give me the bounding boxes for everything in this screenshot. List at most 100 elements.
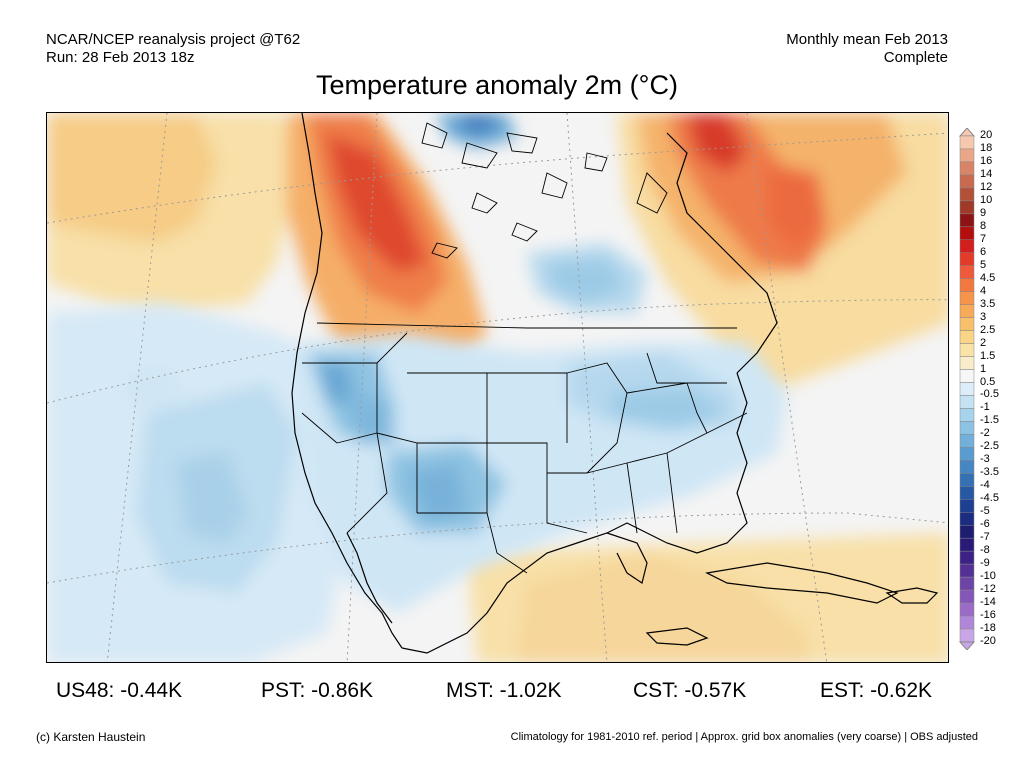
colorbar-swatch — [959, 512, 975, 526]
graticule — [47, 113, 948, 662]
colorbar-label: -3.5 — [980, 466, 999, 479]
stat-est: EST: -0.62K — [820, 679, 933, 702]
run-label: Run: 28 Feb 2013 18z — [46, 49, 195, 66]
region-stats: US48: -0.44K PST: -0.86K MST: -1.02K CST… — [0, 679, 1024, 707]
colorbar-swatch — [959, 589, 975, 604]
colorbar-swatch — [959, 615, 975, 630]
colorbar-label: -3 — [980, 453, 990, 466]
arctic-islands — [421, 122, 668, 259]
state-borders — [301, 322, 748, 574]
colorbar-label: 8 — [980, 219, 987, 232]
colorbar-label: -1 — [980, 401, 990, 414]
colorbar-max-arrow — [958, 128, 976, 137]
colorbar-swatch — [959, 317, 975, 331]
colorbar-label: 18 — [980, 141, 993, 154]
colorbar-swatch — [959, 213, 975, 228]
status-label: Complete — [883, 49, 948, 66]
colorbar-swatch — [959, 434, 975, 448]
colorbar-swatch — [959, 200, 975, 215]
colorbar-label: -18 — [980, 622, 996, 635]
colorbar-swatch — [959, 291, 975, 305]
colorbar-label: -2.5 — [980, 440, 999, 453]
colorbar-label: -4 — [980, 479, 990, 492]
colorbar-swatch — [959, 278, 975, 292]
colorbar-swatch — [959, 486, 975, 500]
colorbar-swatch — [959, 369, 975, 383]
colorbar-label: 5 — [980, 258, 987, 271]
stat-pst: PST: -0.86K — [261, 679, 374, 702]
colorbar-swatch — [959, 239, 975, 254]
colorbar-swatch — [959, 421, 975, 435]
colorbar-label: 14 — [980, 167, 993, 180]
colorbar-label: 10 — [980, 193, 993, 206]
colorbar-swatch — [959, 563, 975, 578]
colorbar: 20 18 16 14 12 10 9 8 7 6 5 4.5 4 3.5 3 2.5 2 1.5 1 0.5 -0.5… — [958, 128, 1018, 650]
map-title: Temperature anomaly 2m (°C) — [316, 70, 678, 100]
colorbar-label: -5 — [980, 505, 990, 518]
colorbar-swatch — [959, 447, 975, 461]
colorbar-swatch — [959, 304, 975, 318]
colorbar-swatch — [959, 161, 975, 176]
colorbar-swatch — [959, 174, 975, 189]
colorbar-label: -9 — [980, 557, 990, 570]
colorbar-swatch — [959, 148, 975, 163]
colorbar-label: 4.5 — [980, 271, 996, 284]
colorbar-label: 1 — [980, 362, 987, 375]
coastlines — [291, 113, 939, 654]
colorbar-label: 16 — [980, 154, 993, 167]
colorbar-label: 1.5 — [980, 349, 996, 362]
copyright: (c) Karsten Haustein — [36, 730, 146, 744]
colorbar-swatch — [959, 187, 975, 202]
colorbar-swatch — [959, 524, 975, 539]
anomaly-map — [46, 112, 949, 663]
colorbar-swatch — [959, 356, 975, 370]
colorbar-swatch — [959, 135, 975, 150]
colorbar-swatch — [959, 382, 975, 396]
stat-mst: MST: -1.02K — [446, 679, 562, 702]
climatology-note: Climatology for 1981-2010 ref. period | … — [510, 731, 978, 743]
header-right: Monthly mean Feb 2013 Complete — [786, 31, 948, 67]
colorbar-label: -10 — [980, 570, 996, 583]
colorbar-label: 2.5 — [980, 323, 996, 336]
colorbar-label: -0.5 — [980, 388, 999, 401]
colorbar-min-arrow — [958, 641, 976, 650]
colorbar-label: -16 — [980, 609, 996, 622]
colorbar-swatch — [959, 550, 975, 565]
colorbar-label: -20 — [980, 635, 996, 647]
colorbar-label: -8 — [980, 544, 990, 557]
header-left: NCAR/NCEP reanalysis project @T62 Run: 2… — [46, 31, 300, 67]
colorbar-swatch — [959, 499, 975, 513]
colorbar-label: 2 — [980, 336, 987, 349]
colorbar-swatch — [959, 537, 975, 552]
colorbar-label: 4 — [980, 284, 987, 297]
colorbar-swatch — [959, 395, 975, 409]
warm-anomalies — [47, 113, 948, 662]
colorbar-swatch — [959, 265, 975, 279]
period-label: Monthly mean Feb 2013 — [786, 31, 948, 48]
cold-anomalies — [47, 113, 787, 662]
colorbar-swatches — [958, 128, 976, 650]
colorbar-label: -6 — [980, 518, 990, 531]
colorbar-swatch — [959, 473, 975, 487]
colorbar-swatch — [959, 252, 975, 266]
colorbar-label: -1.5 — [980, 414, 999, 427]
colorbar-label: 3.5 — [980, 297, 996, 310]
colorbar-label: -7 — [980, 531, 990, 544]
anomaly-map-svg — [47, 113, 948, 662]
stat-cst: CST: -0.57K — [633, 679, 747, 702]
colorbar-swatch — [959, 602, 975, 617]
colorbar-label: 20 — [980, 129, 993, 141]
stat-us48: US48: -0.44K — [56, 679, 183, 702]
colorbar-swatch — [959, 330, 975, 344]
colorbar-swatch — [959, 343, 975, 357]
colorbar-swatch — [959, 628, 975, 643]
model-label: NCAR/NCEP reanalysis project @T62 — [46, 31, 301, 48]
colorbar-label: -12 — [980, 583, 996, 596]
colorbar-label: 12 — [980, 180, 993, 193]
colorbar-swatch — [959, 460, 975, 474]
colorbar-swatch — [959, 576, 975, 591]
colorbar-label: 0.5 — [980, 375, 996, 388]
colorbar-swatch — [959, 226, 975, 241]
colorbar-label: 7 — [980, 232, 987, 245]
colorbar-label: -2 — [980, 427, 990, 440]
